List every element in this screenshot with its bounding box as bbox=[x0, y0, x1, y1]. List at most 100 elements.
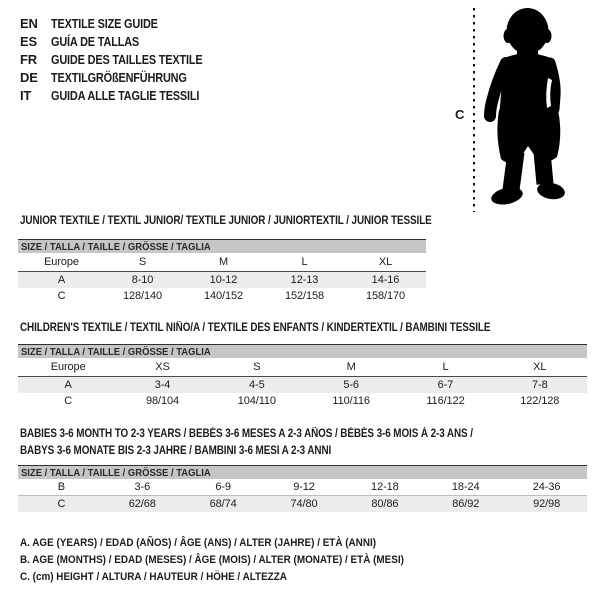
arm-gap bbox=[546, 78, 552, 108]
children-table: SIZE / TALLA / TAILLE / GRÖSSE / TAGLIA … bbox=[18, 344, 587, 409]
language-label: GUIDE DES TAILLES TEXTILE bbox=[51, 51, 203, 67]
language-label: TEXTILE SIZE GUIDE bbox=[51, 15, 158, 31]
value-cell: 116/122 bbox=[426, 395, 465, 407]
language-row: EN TEXTILE SIZE GUIDE bbox=[20, 14, 231, 32]
size-header-band: SIZE / TALLA / TAILLE / GRÖSSE / TAGLIA bbox=[18, 240, 426, 253]
junior-table-title-text: JUNIOR TEXTILE / TEXTIL JUNIOR/ TEXTILE … bbox=[20, 215, 432, 227]
footnote-b-text: B. AGE (MONTHS) / EDAD (MESES) / ÂGE (MO… bbox=[20, 553, 404, 566]
language-list: EN TEXTILE SIZE GUIDE ES GUÍA DE TALLAS … bbox=[20, 14, 231, 104]
language-label: GUÍA DE TALLAS bbox=[51, 33, 140, 49]
row-label-cell: C bbox=[57, 498, 66, 510]
baby-silhouette-shape bbox=[484, 8, 565, 205]
value-cell: 9-12 bbox=[293, 481, 315, 493]
baby-figure bbox=[440, 0, 600, 220]
row-label-cell: C bbox=[57, 290, 66, 302]
value-cell: 14-16 bbox=[371, 274, 400, 286]
value-cell: 6-9 bbox=[215, 481, 231, 493]
value-cell: 68/74 bbox=[209, 498, 237, 510]
value-cell: 24-36 bbox=[532, 481, 561, 493]
col-header-cell: XL bbox=[533, 361, 547, 373]
baby-silhouette bbox=[473, 8, 565, 212]
table-row: Europe S M L XL bbox=[18, 253, 426, 272]
row-label-cell: Europe bbox=[44, 256, 79, 268]
junior-table: SIZE / TALLA / TAILLE / GRÖSSE / TAGLIA … bbox=[18, 239, 426, 304]
footnote-c-text: C. (cm) HEIGHT / ALTURA / HAUTEUR / HÖHE… bbox=[20, 570, 287, 583]
table-row: A 8-10 10-12 12-13 14-16 bbox=[18, 272, 426, 288]
value-cell: 3-4 bbox=[154, 379, 171, 391]
value-cell: 140/152 bbox=[203, 290, 244, 302]
size-header-text: SIZE / TALLA / TAILLE / GRÖSSE / TAGLIA bbox=[21, 345, 211, 358]
language-label: TEXTILGRÖßENFÜHRUNG bbox=[51, 69, 187, 85]
value-cell: 122/128 bbox=[520, 395, 560, 407]
value-cell: 104/110 bbox=[237, 395, 276, 407]
children-table-title: CHILDREN'S TEXTILE / TEXTIL NIÑO/A / TEX… bbox=[20, 322, 567, 334]
language-row: IT GUIDA ALLE TAGLIE TESSILI bbox=[20, 86, 231, 104]
language-label: GUIDA ALLE TAGLIE TESSILI bbox=[51, 87, 200, 103]
value-cell: 74/80 bbox=[290, 498, 318, 510]
col-header-cell: XL bbox=[378, 256, 393, 268]
language-code: EN bbox=[20, 15, 38, 31]
row-label-cell: A bbox=[64, 379, 72, 391]
value-cell: 5-6 bbox=[343, 379, 359, 391]
value-cell: 8-10 bbox=[131, 274, 154, 286]
language-code: ES bbox=[20, 33, 37, 49]
table-row: A 3-4 4-5 5-6 6-7 7-8 bbox=[18, 377, 587, 393]
language-row: DE TEXTILGRÖßENFÜHRUNG bbox=[20, 68, 231, 86]
value-cell: 110/116 bbox=[332, 395, 370, 407]
row-label-cell: A bbox=[57, 274, 66, 286]
value-cell: 4-5 bbox=[249, 379, 265, 391]
value-cell: 18-24 bbox=[451, 481, 480, 493]
language-row: FR GUIDE DES TAILLES TEXTILE bbox=[20, 50, 231, 68]
babies-table-title-line2: BABYS 3-6 MONATE BIS 2-3 JAHRE / BAMBINI… bbox=[20, 445, 332, 457]
footnote-c: C. (cm) HEIGHT / ALTURA / HAUTEUR / HÖHE… bbox=[20, 568, 447, 585]
col-header-cell: M bbox=[218, 256, 229, 268]
table-row: C 98/104 104/110 110/116 116/122 122/128 bbox=[18, 393, 587, 409]
size-header-band: SIZE / TALLA / TAILLE / GRÖSSE / TAGLIA bbox=[18, 345, 587, 358]
babies-table-title: BABIES 3-6 MONTH TO 2-3 YEARS / BEBÉS 3-… bbox=[20, 426, 547, 460]
language-code: DE bbox=[20, 69, 38, 85]
footnote-a: A. AGE (YEARS) / EDAD (AÑOS) / ÂGE (ANS)… bbox=[20, 534, 447, 551]
value-cell: 152/158 bbox=[284, 290, 325, 302]
row-label-cell: C bbox=[64, 395, 73, 407]
table-row: Europe XS S M L XL bbox=[18, 358, 587, 377]
footnotes: A. AGE (YEARS) / EDAD (AÑOS) / ÂGE (ANS)… bbox=[20, 534, 447, 585]
col-header-cell: L bbox=[301, 256, 308, 268]
table-row: C 128/140 140/152 152/158 158/170 bbox=[18, 288, 426, 304]
height-label-c: C bbox=[455, 107, 465, 122]
col-header-cell: M bbox=[346, 361, 356, 373]
language-code: IT bbox=[20, 87, 32, 103]
footnote-a-text: A. AGE (YEARS) / EDAD (AÑOS) / ÂGE (ANS)… bbox=[20, 536, 377, 549]
value-cell: 6-7 bbox=[437, 379, 454, 391]
value-cell: 12-13 bbox=[290, 274, 319, 286]
value-cell: 3-6 bbox=[134, 481, 151, 493]
size-header-text: SIZE / TALLA / TAILLE / GRÖSSE / TAGLIA bbox=[21, 240, 211, 253]
footnote-b: B. AGE (MONTHS) / EDAD (MESES) / ÂGE (MO… bbox=[20, 551, 447, 568]
value-cell: 92/98 bbox=[533, 498, 561, 510]
babies-table: SIZE / TALLA / TAILLE / GRÖSSE / TAGLIA … bbox=[18, 465, 587, 512]
value-cell: 62/68 bbox=[128, 498, 156, 510]
children-table-title-text: CHILDREN'S TEXTILE / TEXTIL NIÑO/A / TEX… bbox=[20, 322, 491, 334]
table-row: B 3-6 6-9 9-12 12-18 18-24 24-36 bbox=[18, 479, 587, 496]
language-code: FR bbox=[20, 51, 37, 67]
row-label-cell: B bbox=[57, 481, 66, 493]
col-header-cell: XS bbox=[155, 361, 170, 373]
size-header-band: SIZE / TALLA / TAILLE / GRÖSSE / TAGLIA bbox=[18, 466, 587, 479]
babies-table-title-line1: BABIES 3-6 MONTH TO 2-3 YEARS / BEBÉS 3-… bbox=[20, 428, 473, 440]
value-cell: 7-8 bbox=[532, 379, 548, 391]
col-header-cell: L bbox=[442, 361, 449, 373]
col-header-cell: S bbox=[138, 256, 147, 268]
value-cell: 10-12 bbox=[209, 274, 238, 286]
language-row: ES GUÍA DE TALLAS bbox=[20, 32, 231, 50]
value-cell: 158/170 bbox=[365, 290, 406, 302]
value-cell: 80/86 bbox=[371, 498, 399, 510]
col-header-cell: S bbox=[253, 361, 261, 373]
junior-table-title: JUNIOR TEXTILE / TEXTIL JUNIOR/ TEXTILE … bbox=[20, 215, 499, 227]
value-cell: 86/92 bbox=[452, 498, 480, 510]
table-row: C 62/68 68/74 74/80 80/86 86/92 92/98 bbox=[18, 496, 587, 512]
size-header-text: SIZE / TALLA / TAILLE / GRÖSSE / TAGLIA bbox=[21, 466, 211, 479]
value-cell: 98/104 bbox=[145, 395, 180, 407]
value-cell: 128/140 bbox=[122, 290, 163, 302]
value-cell: 12-18 bbox=[371, 481, 399, 493]
row-label-cell: Europe bbox=[50, 361, 86, 373]
